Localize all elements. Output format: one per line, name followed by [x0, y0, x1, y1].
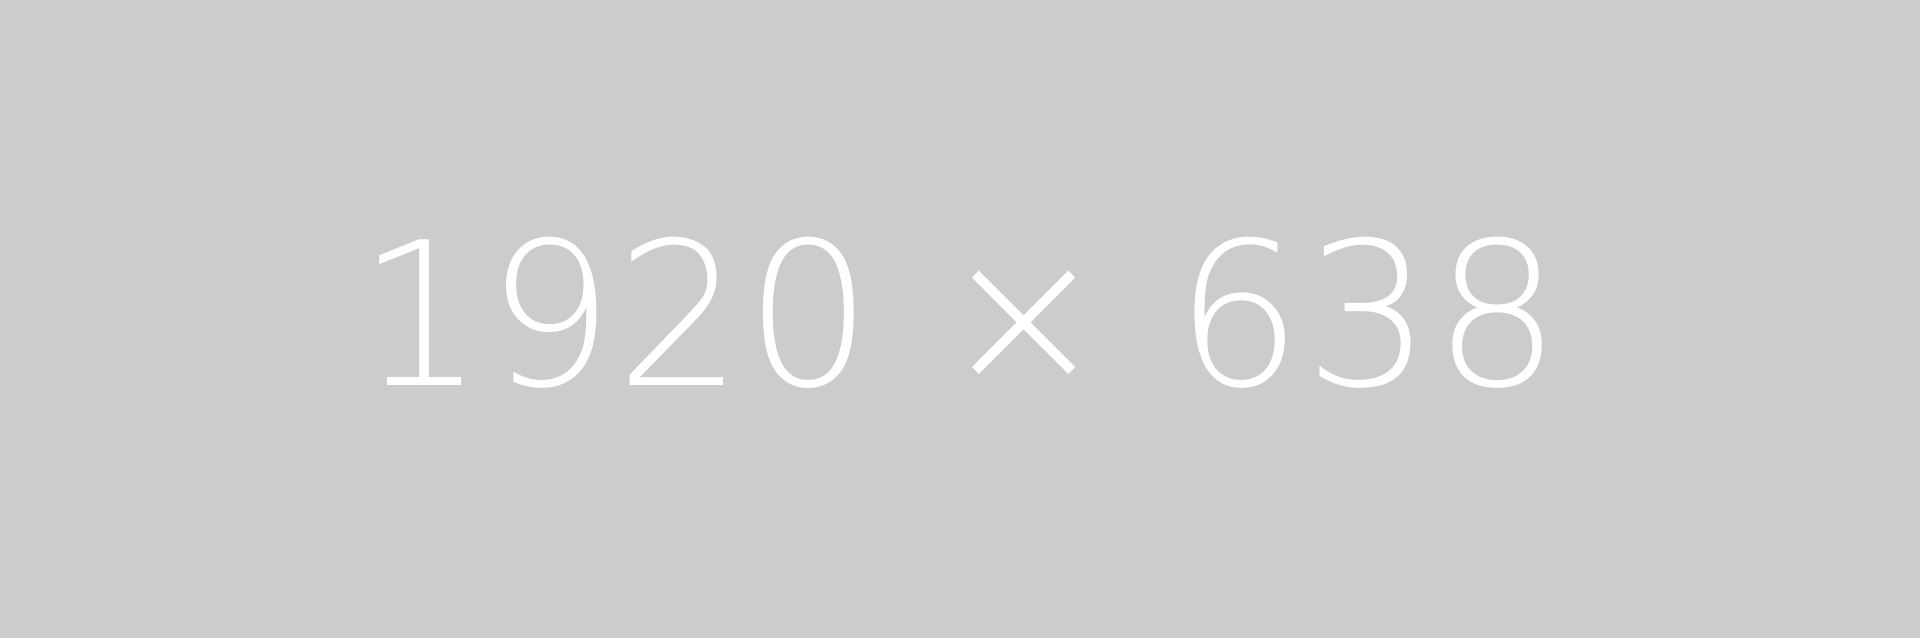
dimensions-label: 1920 × 638: [357, 200, 1563, 433]
